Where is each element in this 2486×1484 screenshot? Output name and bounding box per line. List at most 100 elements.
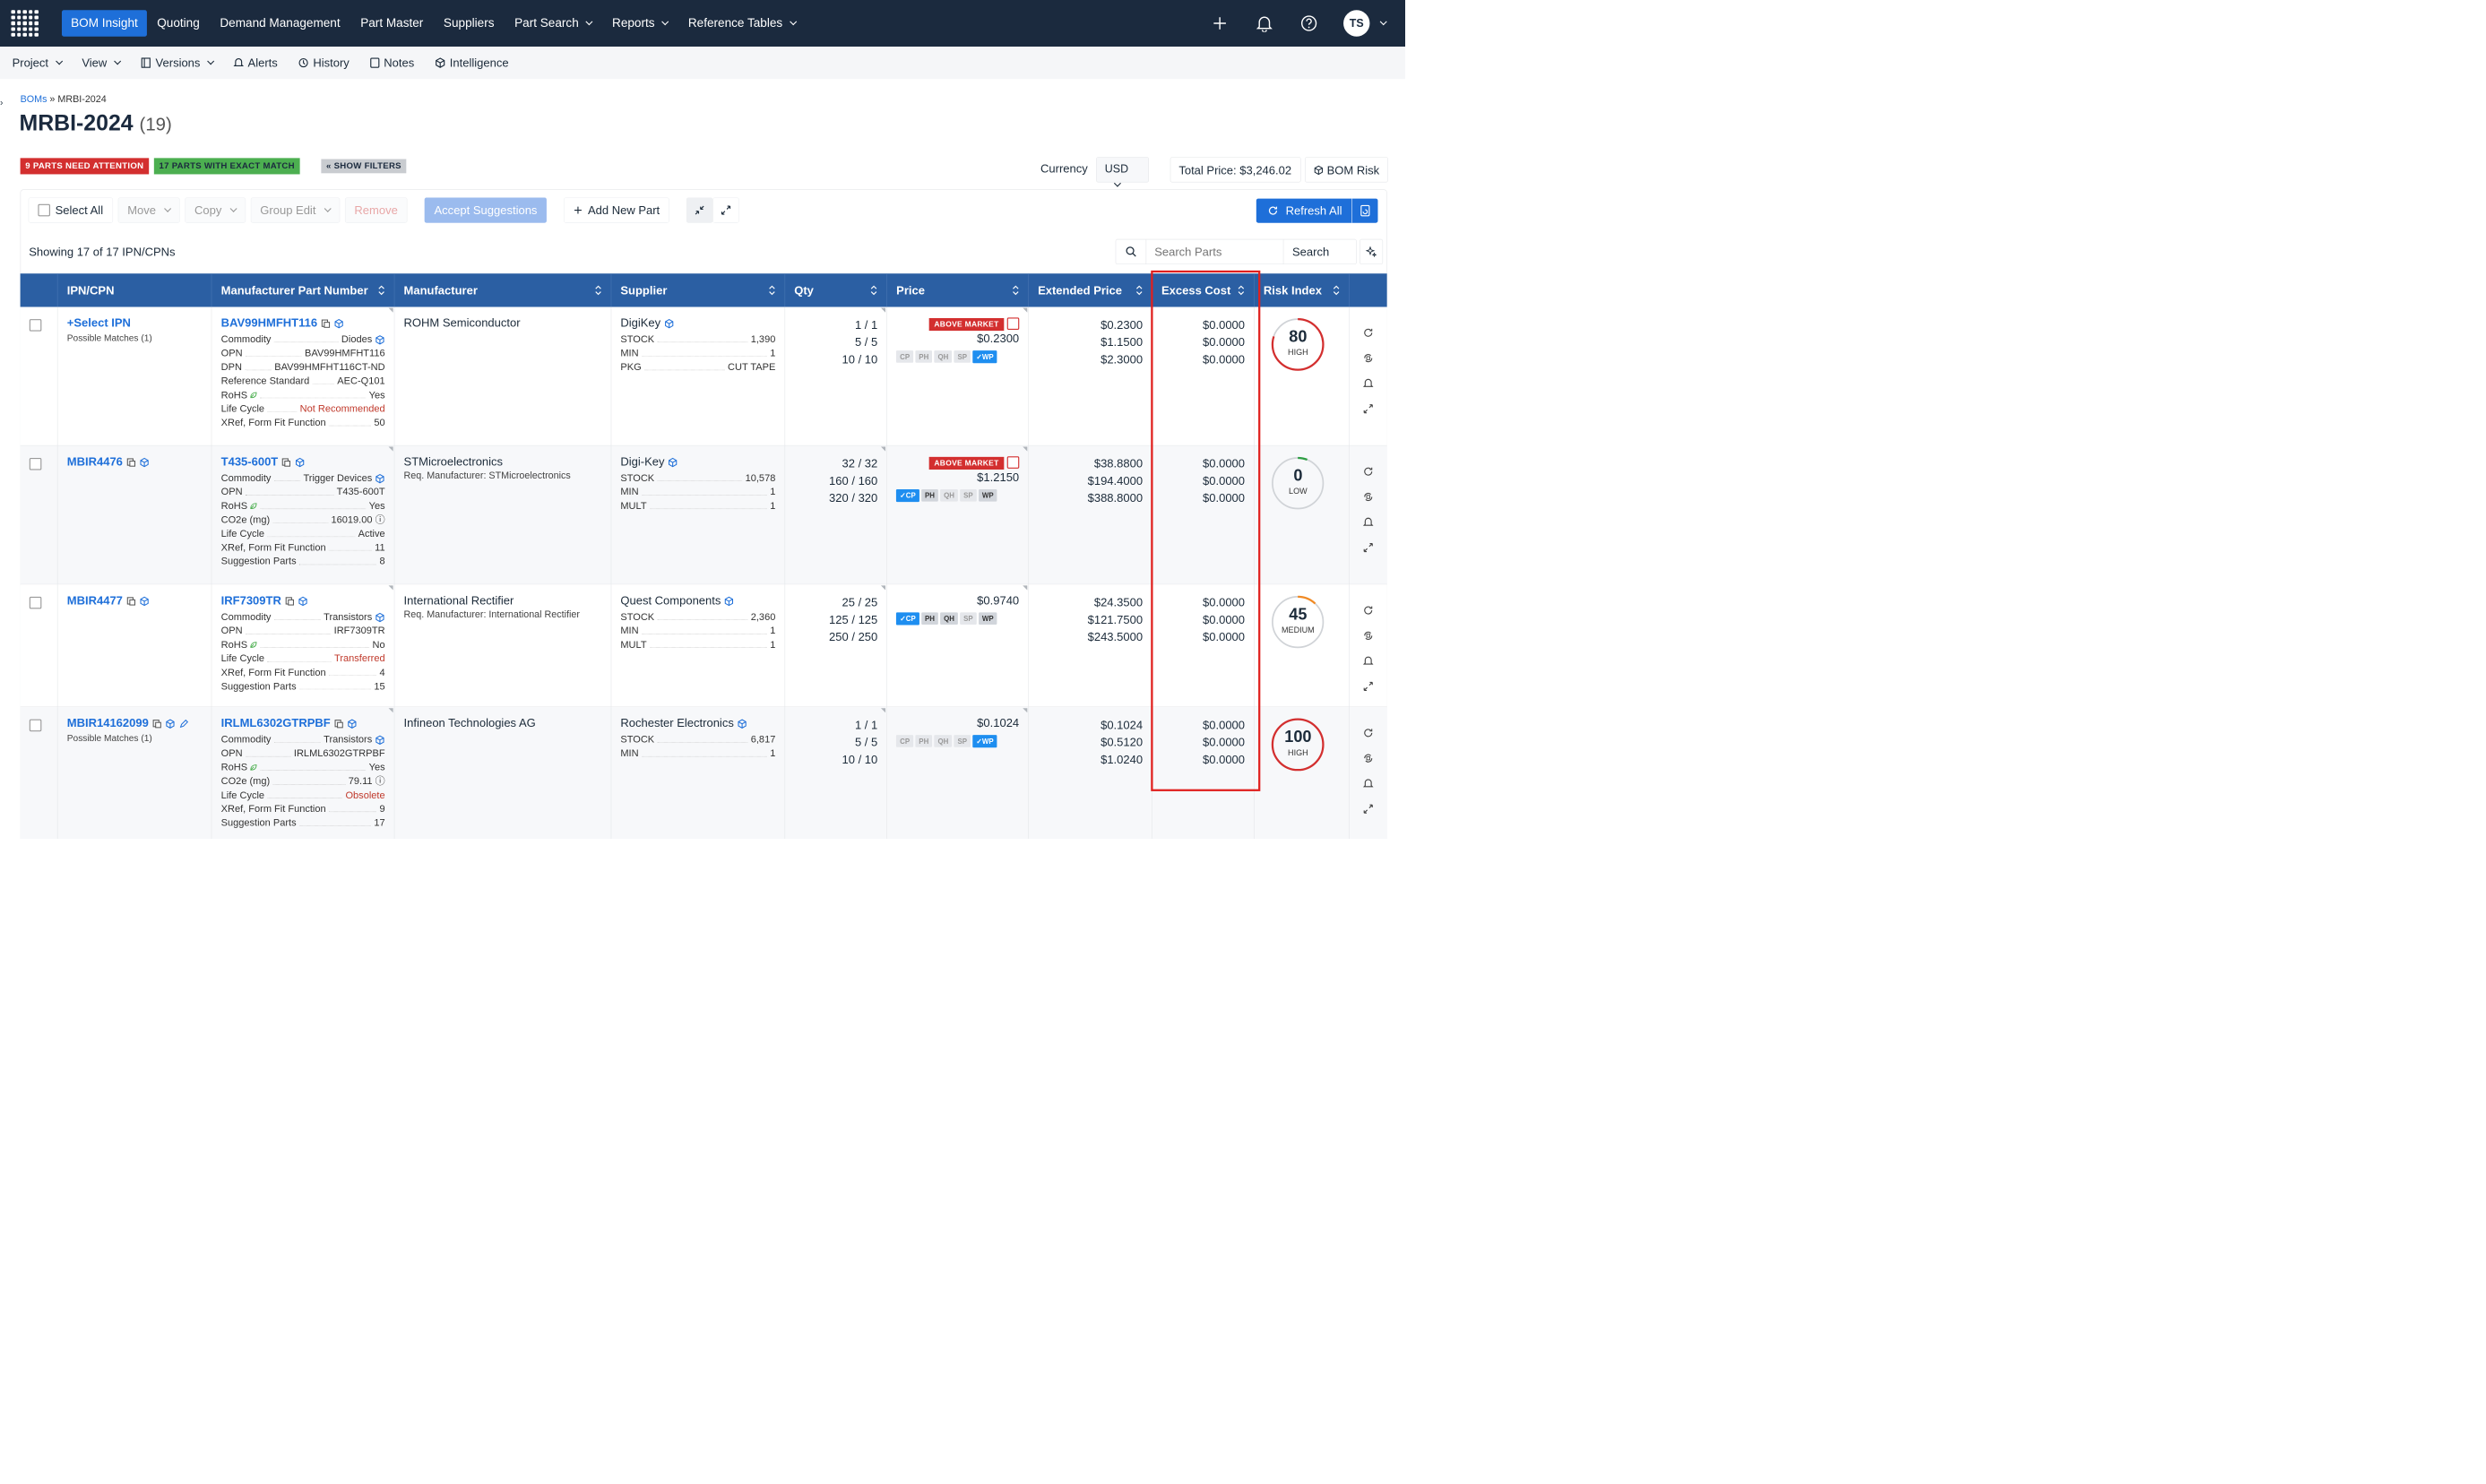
mpn-link[interactable]: BAV99HMFHT116: [220, 315, 318, 330]
attention-badge[interactable]: 9 PARTS NEED ATTENTION: [20, 158, 149, 175]
header-risk-index[interactable]: Risk Index: [1255, 273, 1350, 307]
help-icon[interactable]: [1299, 13, 1319, 34]
bell-icon[interactable]: [1362, 378, 1375, 391]
copy-icon[interactable]: [284, 593, 294, 607]
expand-icon[interactable]: [1362, 803, 1375, 815]
info-icon[interactable]: ⓘ: [375, 513, 385, 526]
notes-button[interactable]: Notes: [369, 56, 414, 69]
accept-suggestions-button[interactable]: Accept Suggestions: [424, 197, 548, 223]
bell-icon[interactable]: [1255, 13, 1275, 34]
refresh-options-icon[interactable]: [1351, 198, 1377, 223]
avatar[interactable]: TS: [1343, 10, 1370, 37]
price-source-chip[interactable]: PH: [915, 735, 933, 747]
header-manufacturer[interactable]: Manufacturer: [394, 273, 612, 307]
refresh-icon[interactable]: [1362, 728, 1375, 740]
expand-rows-button[interactable]: [712, 197, 739, 223]
bell-icon[interactable]: [1362, 517, 1375, 530]
copy-icon[interactable]: [333, 716, 343, 729]
mpn-link[interactable]: T435-600T: [220, 454, 279, 469]
risk-gauge[interactable]: 80 HIGH: [1270, 316, 1326, 373]
alerts-button[interactable]: Alerts: [233, 56, 278, 69]
supplier-name[interactable]: Rochester Electronics: [620, 716, 734, 729]
sync-icon[interactable]: [1362, 630, 1375, 643]
copy-button[interactable]: Copy: [185, 197, 246, 223]
breadcrumb-boms-link[interactable]: BOMs: [20, 94, 47, 106]
sync-icon[interactable]: [1362, 753, 1375, 765]
supplier-name[interactable]: Digi-Key: [620, 454, 665, 469]
remove-button[interactable]: Remove: [344, 197, 408, 223]
possible-matches-link[interactable]: Possible Matches (1): [66, 332, 152, 343]
cube-icon[interactable]: [375, 611, 384, 623]
nav-item-part-master[interactable]: Part Master: [350, 10, 434, 36]
mpn-link[interactable]: IRLML6302GTRPBF: [220, 716, 331, 729]
bom-risk-button[interactable]: BOM Risk: [1305, 157, 1388, 183]
price-source-chip[interactable]: PH: [915, 350, 933, 363]
row-checkbox[interactable]: [29, 719, 42, 732]
price-source-chip[interactable]: QH: [940, 612, 958, 625]
user-menu[interactable]: TS: [1343, 10, 1387, 37]
supplier-name[interactable]: DigiKey: [620, 315, 661, 330]
view-menu[interactable]: View: [82, 56, 122, 69]
nav-item-reference-tables[interactable]: Reference Tables: [678, 10, 807, 36]
table-row[interactable]: MBIR14162099 Possible Matches (1) IRLML63…: [20, 707, 1387, 840]
history-button[interactable]: History: [298, 56, 350, 69]
sidebar-toggle-icon[interactable]: ›: [0, 97, 4, 108]
possible-matches-link[interactable]: Possible Matches (1): [66, 732, 152, 744]
move-button[interactable]: Move: [117, 197, 180, 223]
sort-icon[interactable]: [1333, 285, 1340, 296]
currency-select[interactable]: USD: [1096, 157, 1149, 187]
price-source-chip[interactable]: QH: [940, 489, 958, 502]
price-alert-icon[interactable]: [1006, 456, 1020, 469]
header-qty[interactable]: Qty: [785, 273, 887, 307]
refresh-icon[interactable]: [1362, 605, 1375, 617]
ipn-link[interactable]: MBIR4477: [66, 593, 123, 608]
ipn-link[interactable]: MBIR4476: [66, 454, 123, 469]
search-input[interactable]: [1146, 245, 1283, 259]
edit-pencil-icon[interactable]: [178, 716, 188, 729]
nav-item-suppliers[interactable]: Suppliers: [434, 10, 505, 36]
price-source-chip[interactable]: PH: [920, 612, 938, 625]
intelligence-button[interactable]: Intelligence: [435, 56, 509, 69]
cube-icon[interactable]: [664, 316, 674, 330]
cube-icon[interactable]: [375, 333, 384, 345]
select-all-checkbox[interactable]: Select All: [28, 197, 113, 223]
header-supplier[interactable]: Supplier: [611, 273, 786, 307]
sort-icon[interactable]: [1238, 285, 1245, 296]
cube-icon[interactable]: [737, 716, 747, 729]
search-icon[interactable]: [1116, 239, 1147, 264]
ai-sparkle-icon[interactable]: [1360, 238, 1384, 265]
price-alert-icon[interactable]: [1006, 317, 1020, 330]
info-icon[interactable]: ⓘ: [375, 775, 385, 787]
sync-icon[interactable]: [1362, 352, 1375, 365]
cube-icon[interactable]: [375, 734, 384, 745]
refresh-icon[interactable]: [1362, 327, 1375, 340]
cube-icon[interactable]: [724, 593, 734, 607]
price-source-chip[interactable]: PH: [920, 489, 938, 502]
table-row[interactable]: MBIR4476 T435-600T Commodity Trigger Devi…: [20, 445, 1387, 585]
header-excess-cost[interactable]: Excess Cost: [1152, 273, 1255, 307]
risk-gauge[interactable]: 100 HIGH: [1270, 716, 1326, 772]
checkbox[interactable]: [38, 203, 50, 217]
price-source-chip[interactable]: SP: [954, 735, 971, 747]
sort-icon[interactable]: [870, 285, 877, 296]
price-source-chip[interactable]: SP: [960, 489, 977, 502]
cube-icon[interactable]: [298, 593, 307, 607]
bell-icon[interactable]: [1362, 655, 1375, 668]
project-menu[interactable]: Project: [13, 56, 63, 69]
price-source-chip[interactable]: SP: [960, 612, 977, 625]
refresh-all-button[interactable]: Refresh All: [1256, 198, 1378, 223]
ipn-link[interactable]: MBIR14162099: [66, 716, 149, 729]
refresh-icon[interactable]: [1362, 466, 1375, 479]
collapse-rows-button[interactable]: [686, 197, 713, 223]
plus-icon[interactable]: [1210, 13, 1230, 34]
sort-icon[interactable]: [1012, 285, 1019, 296]
versions-menu[interactable]: Versions: [141, 56, 215, 69]
price-source-chip[interactable]: ✓WP: [972, 735, 997, 748]
cube-icon[interactable]: [139, 593, 149, 607]
price-source-chip[interactable]: ✓CP: [896, 489, 919, 503]
cube-icon[interactable]: [668, 455, 678, 469]
search-button[interactable]: Search: [1282, 239, 1338, 264]
cube-icon[interactable]: [165, 716, 175, 729]
price-source-chip[interactable]: CP: [896, 735, 914, 747]
cube-icon[interactable]: [334, 316, 344, 330]
